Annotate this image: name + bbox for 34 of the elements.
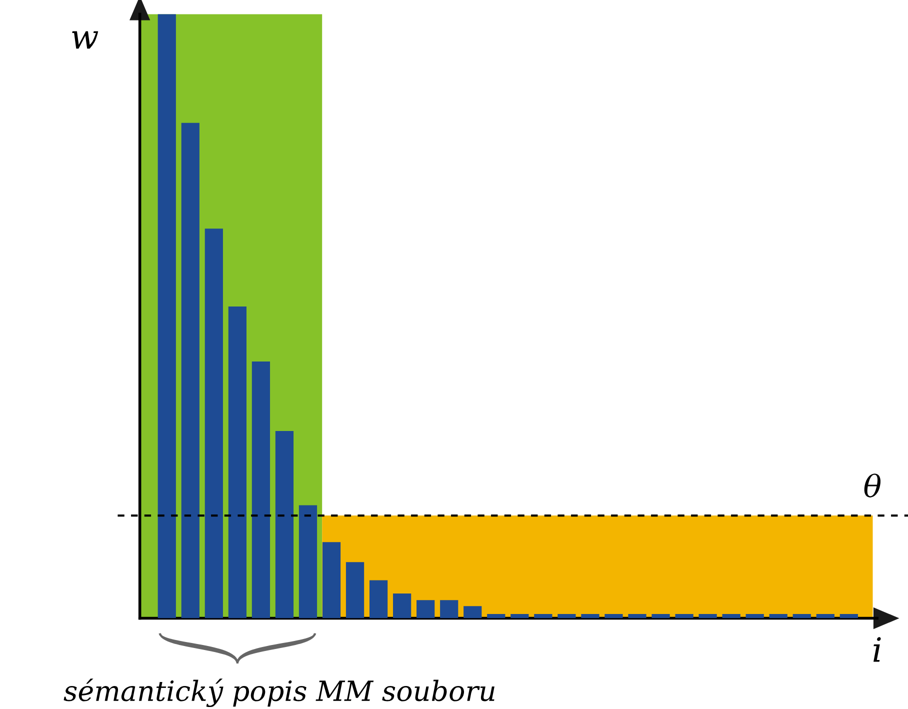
bar — [816, 614, 834, 618]
bar — [393, 593, 412, 618]
bar — [440, 600, 458, 618]
bar — [181, 122, 200, 618]
bar — [581, 614, 600, 618]
bar — [769, 614, 788, 618]
bar — [510, 614, 529, 618]
bar — [158, 14, 176, 618]
text: sémantický popis MM souboru — [64, 678, 494, 708]
bar — [698, 614, 717, 618]
bar — [558, 614, 576, 618]
bar — [534, 614, 552, 618]
bar — [746, 614, 764, 618]
bar — [604, 614, 623, 618]
bar — [275, 430, 294, 618]
bar — [722, 614, 740, 618]
bar — [252, 362, 270, 618]
bar — [675, 614, 694, 618]
y-axis-title: w — [72, 31, 98, 49]
bar — [322, 542, 341, 618]
bar — [840, 614, 858, 618]
bar — [228, 306, 246, 618]
ref-line-label: θ — [864, 474, 881, 498]
bar — [487, 614, 506, 618]
bar — [792, 614, 811, 618]
bar — [416, 600, 435, 618]
x-axis-title: i — [873, 637, 881, 662]
bar — [298, 505, 318, 618]
bar — [464, 606, 482, 618]
bar — [204, 228, 223, 618]
bar — [628, 614, 646, 618]
bar — [346, 562, 364, 618]
bar — [369, 580, 388, 618]
bar — [652, 614, 670, 618]
